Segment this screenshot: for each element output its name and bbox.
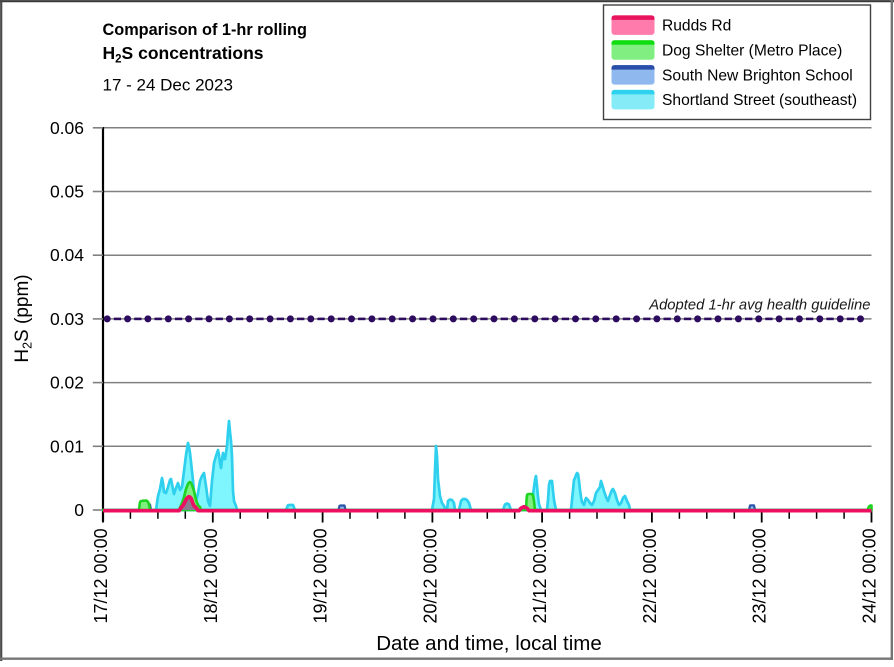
svg-text:Dog Shelter (Metro Place): Dog Shelter (Metro Place) <box>662 43 842 60</box>
svg-text:21/12 00:00: 21/12 00:00 <box>530 528 550 623</box>
svg-text:0.06: 0.06 <box>50 118 84 138</box>
svg-text:17/12 00:00: 17/12 00:00 <box>91 528 111 623</box>
svg-text:Date and time, local time: Date and time, local time <box>376 632 602 655</box>
svg-text:0.01: 0.01 <box>50 436 84 456</box>
svg-text:0.03: 0.03 <box>50 309 84 329</box>
svg-text:19/12 00:00: 19/12 00:00 <box>311 528 331 623</box>
svg-text:20/12 00:00: 20/12 00:00 <box>420 528 440 623</box>
svg-text:0.04: 0.04 <box>50 245 84 265</box>
svg-text:H2S concentrations: H2S concentrations <box>103 43 264 66</box>
svg-text:Shortland Street (southeast): Shortland Street (southeast) <box>662 92 857 109</box>
svg-text:Comparison of 1-hr rolling: Comparison of 1-hr rolling <box>103 21 307 39</box>
svg-text:23/12 00:00: 23/12 00:00 <box>750 528 770 623</box>
svg-text:24/12 00:00: 24/12 00:00 <box>860 528 880 623</box>
svg-text:22/12 00:00: 22/12 00:00 <box>640 528 660 623</box>
svg-text:H2S (ppm): H2S (ppm) <box>12 274 35 362</box>
svg-text:17 - 24 Dec 2023: 17 - 24 Dec 2023 <box>103 76 233 95</box>
svg-text:Rudds Rd: Rudds Rd <box>662 18 731 35</box>
svg-text:18/12 00:00: 18/12 00:00 <box>201 528 221 623</box>
svg-text:South New Brighton School: South New Brighton School <box>662 67 853 84</box>
svg-text:0: 0 <box>74 500 84 520</box>
svg-text:0.02: 0.02 <box>50 373 84 393</box>
svg-text:Adopted 1-hr avg health guidel: Adopted 1-hr avg health guideline <box>648 298 870 314</box>
svg-text:0.05: 0.05 <box>50 182 84 202</box>
